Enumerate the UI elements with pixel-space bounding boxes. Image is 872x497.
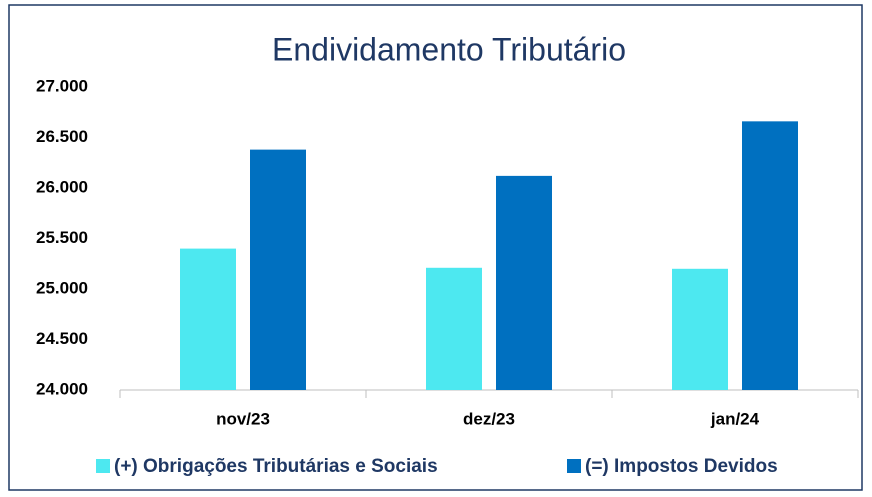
legend-swatch: [96, 459, 110, 473]
y-tick-label: 26.500: [36, 127, 88, 146]
y-tick-label: 24.500: [36, 329, 88, 348]
y-tick-label: 27.000: [36, 76, 88, 95]
bar: [742, 121, 798, 390]
y-tick-label: 26.000: [36, 177, 88, 196]
legend-label: (+) Obrigações Tributárias e Sociais: [114, 456, 438, 477]
frame: [8, 4, 863, 491]
legend-label: (=) Impostos Devidos: [585, 456, 778, 477]
bar: [426, 267, 482, 390]
x-tick-label: nov/23: [216, 409, 270, 428]
x-tick-label: jan/24: [710, 409, 760, 428]
y-tick-label: 25.000: [36, 278, 88, 297]
y-tick-label: 24.000: [36, 379, 88, 398]
legend-swatch: [567, 459, 581, 473]
x-tick-label: dez/23: [463, 409, 515, 428]
bar: [496, 175, 552, 390]
chart-title: Endividamento Tributário: [272, 31, 626, 67]
bar: [672, 268, 728, 390]
y-tick-label: 25.500: [36, 228, 88, 247]
bar: [250, 149, 306, 390]
bar: [180, 248, 236, 390]
